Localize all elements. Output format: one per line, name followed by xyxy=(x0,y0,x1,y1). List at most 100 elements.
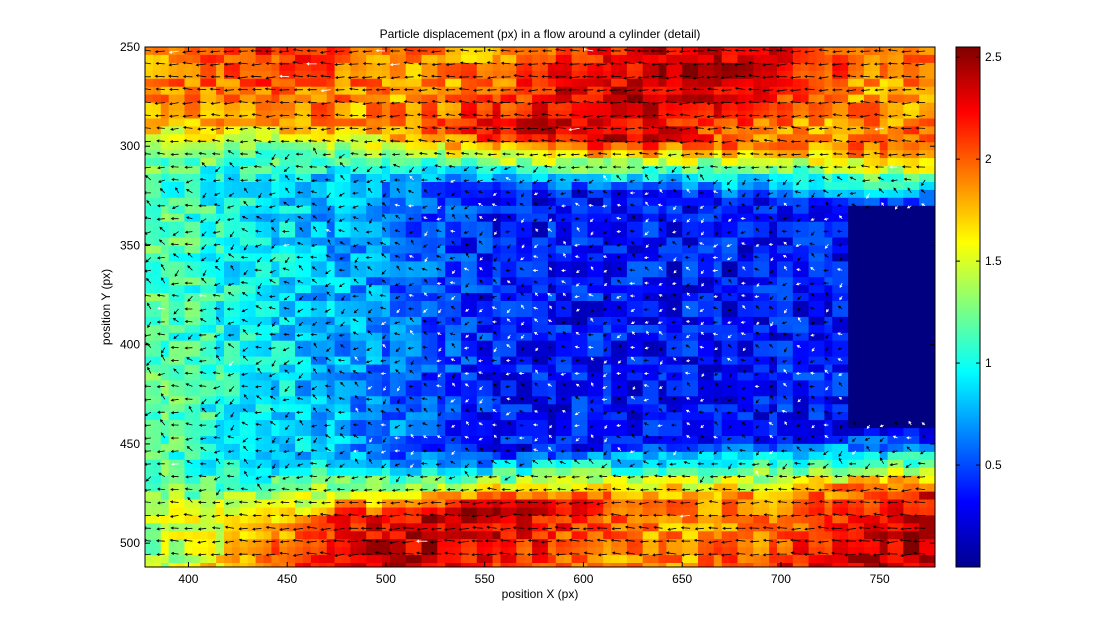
heatmap-cell xyxy=(595,293,604,302)
heatmap-cell xyxy=(303,110,312,119)
heatmap-cell xyxy=(642,110,652,119)
heatmap-cell xyxy=(453,86,462,96)
heatmap-cell xyxy=(468,102,478,112)
heatmap-cell xyxy=(334,404,344,413)
heatmap-cell xyxy=(658,332,667,342)
heatmap-cell xyxy=(152,126,162,135)
heatmap-cell xyxy=(658,285,667,294)
heatmap-cell xyxy=(911,94,920,104)
heatmap-cell xyxy=(729,253,739,262)
heatmap-cell xyxy=(895,142,904,151)
heatmap-cell xyxy=(453,94,462,104)
heatmap-cell xyxy=(461,420,470,429)
heatmap-cell xyxy=(334,86,344,96)
heatmap-cell xyxy=(927,309,935,318)
heatmap-cell xyxy=(413,293,423,302)
heatmap-cell xyxy=(856,182,865,191)
heatmap-cell xyxy=(863,134,873,143)
heatmap-cell xyxy=(816,126,825,135)
heatmap-cell xyxy=(484,420,494,429)
heatmap-cell xyxy=(784,404,794,413)
heatmap-cell xyxy=(824,94,833,104)
heatmap-cell xyxy=(350,332,359,342)
heatmap-cell xyxy=(208,102,217,112)
heatmap-cell xyxy=(919,380,928,389)
heatmap-cell xyxy=(374,293,383,302)
heatmap-cell xyxy=(421,340,430,350)
heatmap-cell xyxy=(808,245,818,254)
heatmap-cell xyxy=(437,277,446,286)
heatmap-cell xyxy=(682,62,691,72)
heatmap-cell xyxy=(595,237,604,246)
heatmap-cell xyxy=(690,348,699,358)
heatmap-cell xyxy=(745,94,754,104)
heatmap-cell xyxy=(871,134,881,143)
heatmap-cell xyxy=(168,285,178,294)
heatmap-cell xyxy=(231,86,241,96)
heatmap-cell xyxy=(160,150,170,159)
heatmap-cell xyxy=(642,245,652,254)
heatmap-cell xyxy=(500,126,509,135)
heatmap-cell xyxy=(192,197,201,207)
heatmap-cell xyxy=(334,285,344,294)
heatmap-cell xyxy=(808,356,818,366)
heatmap-cell xyxy=(145,356,154,366)
heatmap-cell xyxy=(295,174,304,183)
heatmap-cell xyxy=(453,324,462,334)
heatmap-cell xyxy=(571,110,581,119)
heatmap-cell xyxy=(405,158,415,167)
heatmap-cell xyxy=(800,150,810,159)
heatmap-cell xyxy=(611,356,620,366)
heatmap-cell xyxy=(350,78,359,88)
heatmap-cell xyxy=(713,78,723,88)
heatmap-cell xyxy=(745,237,754,246)
heatmap-cell xyxy=(152,316,162,326)
heatmap-cell xyxy=(231,412,241,421)
heatmap-cell xyxy=(145,436,154,445)
heatmap-cell xyxy=(761,301,770,310)
heatmap-cell xyxy=(160,380,170,389)
heatmap-cell xyxy=(429,412,438,421)
heatmap-cell xyxy=(358,197,367,207)
heatmap-cell xyxy=(927,380,935,389)
heatmap-cell xyxy=(698,356,707,366)
heatmap-cell xyxy=(753,205,762,215)
heatmap-cell xyxy=(318,253,328,262)
heatmap-cell xyxy=(271,229,280,239)
heatmap-cell xyxy=(208,348,217,358)
heatmap-cell xyxy=(650,396,660,405)
heatmap-cell xyxy=(879,309,889,318)
heatmap-cell xyxy=(382,324,391,334)
heatmap-cell xyxy=(342,142,351,151)
heatmap-cell xyxy=(255,150,265,159)
heatmap-cell xyxy=(231,301,241,310)
heatmap-cell xyxy=(374,62,383,72)
heatmap-cell xyxy=(310,269,320,278)
heatmap-cell xyxy=(887,94,897,104)
heatmap-cell xyxy=(919,189,928,199)
heatmap-cell xyxy=(626,301,636,310)
heatmap-cell xyxy=(468,388,478,397)
heatmap-cell xyxy=(342,94,351,104)
heatmap-cell xyxy=(492,70,502,80)
heatmap-cell xyxy=(832,340,841,350)
heatmap-cell xyxy=(792,118,802,127)
heatmap-cell xyxy=(634,324,644,334)
heatmap-cell xyxy=(871,404,881,413)
heatmap-cell xyxy=(658,253,667,262)
heatmap-cell xyxy=(468,182,478,191)
heatmap-cell xyxy=(271,436,280,445)
heatmap-cell xyxy=(737,237,746,246)
heatmap-cell xyxy=(887,332,897,342)
heatmap-cell xyxy=(784,261,794,270)
heatmap-cell xyxy=(160,126,170,135)
heatmap-cell xyxy=(713,420,723,429)
heatmap-cell xyxy=(698,404,707,413)
heatmap-cell xyxy=(271,293,280,302)
heatmap-cell xyxy=(879,316,889,326)
heatmap-cell xyxy=(358,301,367,310)
heatmap-cell xyxy=(318,364,328,374)
heatmap-cell xyxy=(405,245,415,254)
heatmap-cell xyxy=(271,285,280,294)
heatmap-cell xyxy=(698,316,707,326)
